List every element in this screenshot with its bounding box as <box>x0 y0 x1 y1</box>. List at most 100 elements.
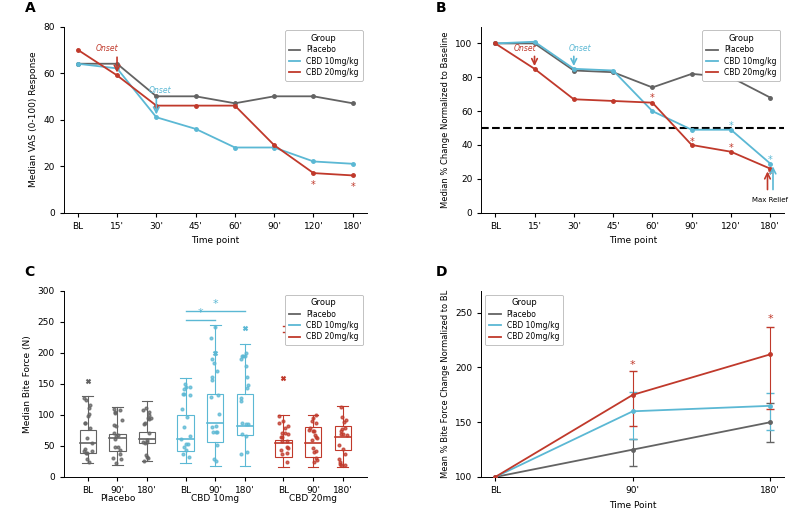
Point <box>107 421 120 429</box>
Point <box>281 444 294 452</box>
Point <box>78 419 91 427</box>
Point <box>108 409 121 417</box>
Point <box>337 445 350 454</box>
Point <box>141 438 154 446</box>
Text: *: * <box>768 155 773 165</box>
Point <box>334 403 347 411</box>
Point <box>137 437 150 446</box>
Point <box>140 404 153 412</box>
Point <box>234 450 247 458</box>
Point <box>115 416 128 424</box>
Text: D: D <box>436 265 448 279</box>
Bar <box>110 434 126 451</box>
Point <box>142 408 155 417</box>
Text: *: * <box>768 171 773 180</box>
Point <box>82 410 95 419</box>
Point <box>277 374 290 382</box>
Point <box>281 443 294 451</box>
Point <box>241 373 254 381</box>
Point <box>206 355 218 363</box>
Text: *: * <box>767 314 773 324</box>
Point <box>339 461 352 470</box>
Point <box>78 419 91 428</box>
Point <box>210 367 223 375</box>
Point <box>143 411 156 419</box>
Point <box>144 413 157 422</box>
Point <box>84 401 97 410</box>
Point <box>212 391 225 399</box>
Point <box>178 390 190 399</box>
Legend: Placebo, CBD 10mg/kg, CBD 20mg/kg: Placebo, CBD 10mg/kg, CBD 20mg/kg <box>285 30 362 81</box>
Point <box>181 413 194 421</box>
Text: Max Relief: Max Relief <box>752 198 788 204</box>
Text: *: * <box>690 137 694 147</box>
Point <box>335 427 348 435</box>
Point <box>114 449 126 458</box>
Point <box>209 456 222 465</box>
Point <box>110 432 122 440</box>
Point <box>236 352 249 360</box>
Point <box>107 404 120 413</box>
Point <box>281 458 294 466</box>
Bar <box>178 415 194 451</box>
Point <box>282 421 294 430</box>
Point <box>138 457 150 465</box>
Point <box>111 430 124 439</box>
Point <box>213 410 226 418</box>
Point <box>209 323 222 331</box>
Point <box>310 434 323 443</box>
Point <box>275 433 288 441</box>
Point <box>177 390 190 399</box>
Point <box>179 445 192 454</box>
Point <box>108 435 121 444</box>
X-axis label: Time point: Time point <box>609 236 657 245</box>
Point <box>339 416 352 424</box>
Point <box>114 406 126 414</box>
Point <box>241 448 254 456</box>
Text: CBD 20mg: CBD 20mg <box>289 494 337 503</box>
Legend: Placebo, CBD 10mg/kg, CBD 20mg/kg: Placebo, CBD 10mg/kg, CBD 20mg/kg <box>285 295 362 345</box>
Point <box>235 397 248 405</box>
Point <box>235 430 248 438</box>
Text: *: * <box>198 308 203 318</box>
Point <box>307 427 320 435</box>
Point <box>274 446 287 454</box>
Point <box>306 436 318 444</box>
Point <box>110 458 122 467</box>
Point <box>137 420 150 428</box>
Text: *: * <box>729 121 734 131</box>
Point <box>236 419 249 427</box>
Point <box>334 461 347 469</box>
Point <box>240 384 253 393</box>
Point <box>306 427 319 435</box>
Point <box>279 424 292 432</box>
Point <box>109 443 122 451</box>
Point <box>235 355 248 363</box>
Point <box>307 414 320 422</box>
Point <box>338 418 350 427</box>
Point <box>183 390 196 399</box>
Point <box>206 373 218 381</box>
Point <box>84 424 97 432</box>
Point <box>276 437 289 446</box>
Bar <box>305 427 322 457</box>
Point <box>242 420 254 428</box>
Point <box>178 379 191 388</box>
Point <box>82 403 95 412</box>
Point <box>138 419 151 427</box>
Text: Placebo: Placebo <box>100 494 135 503</box>
Point <box>307 447 320 456</box>
Point <box>114 445 126 454</box>
Point <box>86 447 98 455</box>
Y-axis label: Median % Change Normalized to Baseline: Median % Change Normalized to Baseline <box>441 31 450 208</box>
Text: *: * <box>311 180 316 190</box>
Point <box>141 453 154 461</box>
Bar <box>79 430 96 454</box>
Point <box>302 426 315 435</box>
Text: *: * <box>295 321 301 331</box>
Point <box>336 412 349 421</box>
Text: CBD 10mg: CBD 10mg <box>191 494 239 503</box>
Point <box>239 351 252 360</box>
Point <box>178 443 190 452</box>
Point <box>82 377 94 385</box>
